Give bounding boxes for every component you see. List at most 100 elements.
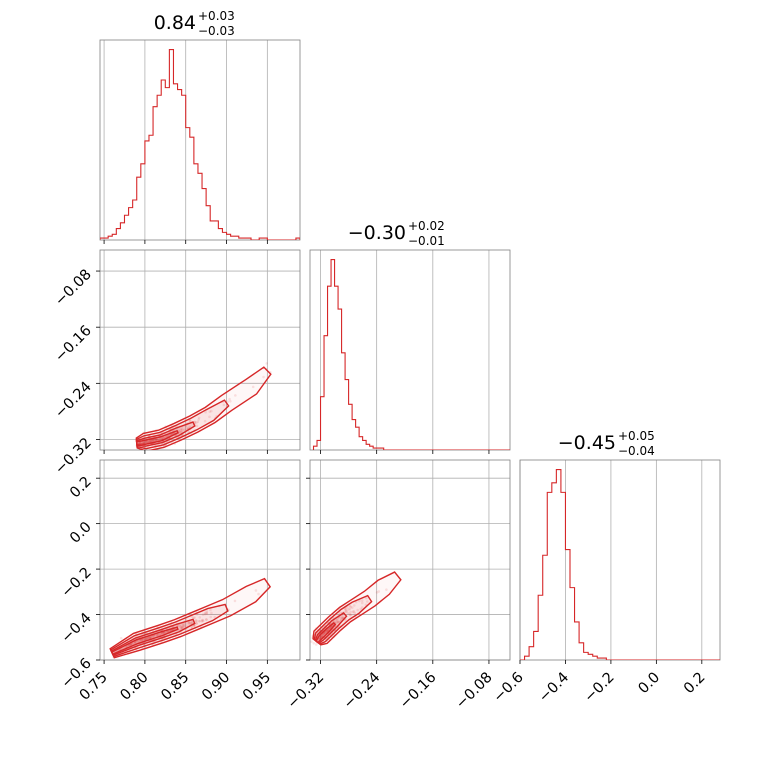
x-tick-label: −0.6 bbox=[491, 670, 527, 706]
density-contour bbox=[109, 577, 272, 659]
sample-point bbox=[228, 397, 231, 401]
sample-point bbox=[140, 638, 143, 642]
sample-point bbox=[150, 439, 153, 443]
y-tick-label: −0.24 bbox=[52, 379, 95, 422]
sample-point bbox=[156, 633, 159, 637]
sample-point bbox=[151, 439, 155, 442]
histogram-area bbox=[100, 48, 300, 240]
sample-point bbox=[154, 438, 158, 441]
sample-point bbox=[322, 632, 326, 636]
sample-point bbox=[349, 610, 352, 614]
sample-point bbox=[151, 635, 154, 639]
sample-point bbox=[182, 623, 186, 626]
sample-point bbox=[179, 428, 183, 432]
panel-title-lower: −0.04 bbox=[618, 444, 655, 458]
sample-point bbox=[156, 633, 159, 637]
sample-point bbox=[187, 621, 190, 625]
density-contour bbox=[315, 621, 337, 644]
sample-point bbox=[319, 636, 322, 639]
sample-point bbox=[194, 619, 198, 622]
histogram-step bbox=[312, 258, 510, 450]
sample-point bbox=[189, 622, 193, 625]
panel-frame bbox=[519, 459, 721, 661]
sample-point bbox=[144, 440, 148, 443]
x-tick-label: −0.08 bbox=[453, 670, 496, 713]
sample-point bbox=[197, 416, 201, 420]
sample-point bbox=[181, 624, 185, 627]
joint-density-area bbox=[310, 571, 402, 646]
sample-point bbox=[251, 385, 255, 389]
sample-point bbox=[195, 424, 199, 428]
sample-point bbox=[144, 637, 148, 641]
panel-title-value: −0.45 bbox=[558, 432, 616, 454]
sample-point bbox=[233, 599, 237, 603]
panel-title-upper: +0.03 bbox=[198, 9, 235, 23]
sample-point bbox=[360, 606, 364, 609]
sample-point bbox=[348, 604, 352, 608]
sample-point bbox=[182, 625, 185, 629]
sample-point bbox=[226, 400, 229, 403]
density-contour bbox=[110, 626, 179, 656]
sample-point bbox=[141, 638, 145, 642]
sample-point bbox=[142, 441, 145, 444]
panel-frame bbox=[99, 249, 301, 451]
sample-point bbox=[158, 438, 161, 441]
sample-point bbox=[181, 624, 184, 628]
sample-point bbox=[353, 611, 357, 615]
sample-point bbox=[314, 643, 318, 646]
sample-point bbox=[141, 441, 144, 445]
sample-point bbox=[200, 620, 204, 623]
x-tick-label: −0.2 bbox=[582, 670, 618, 706]
sample-point bbox=[205, 612, 209, 616]
panel-joint-2-0: 0.75 0.80 0.85 0.90 0.950.20.0−0.2−0.4−0.6 bbox=[59, 459, 301, 704]
sample-point bbox=[193, 421, 197, 424]
y-tick-label: −0.08 bbox=[52, 267, 95, 310]
sample-point bbox=[205, 610, 209, 613]
y-tick-label: 0.2 bbox=[67, 474, 95, 502]
panel-title-lower: −0.01 bbox=[408, 234, 445, 248]
sample-point bbox=[188, 419, 192, 422]
sample-point bbox=[179, 625, 182, 628]
sample-point bbox=[210, 611, 213, 615]
sample-point bbox=[262, 375, 265, 379]
sample-point bbox=[201, 618, 204, 622]
panel-frame bbox=[309, 459, 511, 661]
density-contour bbox=[135, 429, 179, 445]
sample-point bbox=[193, 420, 197, 424]
sample-point bbox=[154, 438, 158, 442]
x-tick-label: 0.2 bbox=[681, 670, 709, 698]
sample-point bbox=[192, 624, 196, 627]
sample-point bbox=[229, 399, 232, 403]
histogram-step bbox=[100, 48, 300, 240]
sample-point bbox=[335, 619, 339, 622]
sample-point bbox=[346, 606, 349, 609]
y-tick-label: −0.16 bbox=[52, 323, 95, 366]
sample-point bbox=[350, 606, 354, 609]
sample-point bbox=[335, 621, 339, 624]
panel-title-value: −0.30 bbox=[348, 222, 406, 244]
sample-point bbox=[151, 439, 154, 443]
sample-point bbox=[349, 613, 352, 617]
panel-title-upper: +0.05 bbox=[618, 429, 655, 443]
x-tick-label: −0.24 bbox=[341, 670, 384, 713]
sample-point bbox=[336, 620, 340, 624]
panel-diag-1: −0.30 +0.02−0.01 bbox=[309, 219, 511, 454]
y-tick-label: 0.0 bbox=[67, 519, 95, 547]
sample-point bbox=[177, 430, 181, 434]
sample-point bbox=[347, 608, 350, 611]
sample-point bbox=[344, 610, 348, 614]
sample-point bbox=[352, 610, 356, 613]
sample-point bbox=[119, 636, 123, 640]
sample-point bbox=[198, 619, 202, 623]
joint-density-area bbox=[109, 577, 272, 659]
sample-point bbox=[188, 419, 192, 423]
sample-point bbox=[348, 612, 351, 616]
x-tick-label: −0.32 bbox=[285, 670, 328, 713]
sample-point bbox=[182, 428, 186, 431]
sample-point bbox=[195, 622, 198, 625]
sample-point bbox=[195, 619, 199, 623]
sample-point bbox=[341, 616, 344, 620]
sample-point bbox=[198, 616, 202, 619]
sample-point bbox=[194, 421, 198, 424]
